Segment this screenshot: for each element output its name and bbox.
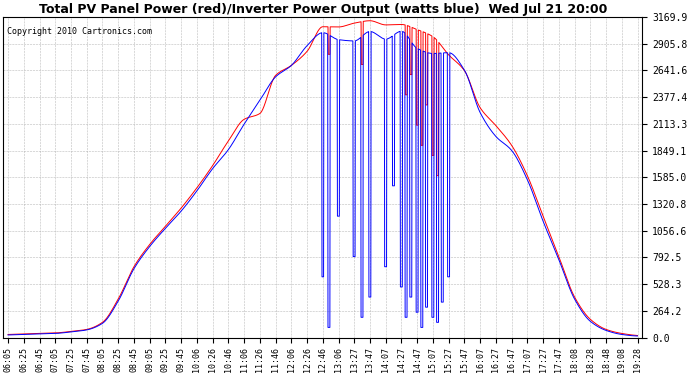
- Text: Copyright 2010 Cartronics.com: Copyright 2010 Cartronics.com: [6, 27, 152, 36]
- Title: Total PV Panel Power (red)/Inverter Power Output (watts blue)  Wed Jul 21 20:00: Total PV Panel Power (red)/Inverter Powe…: [39, 3, 607, 16]
